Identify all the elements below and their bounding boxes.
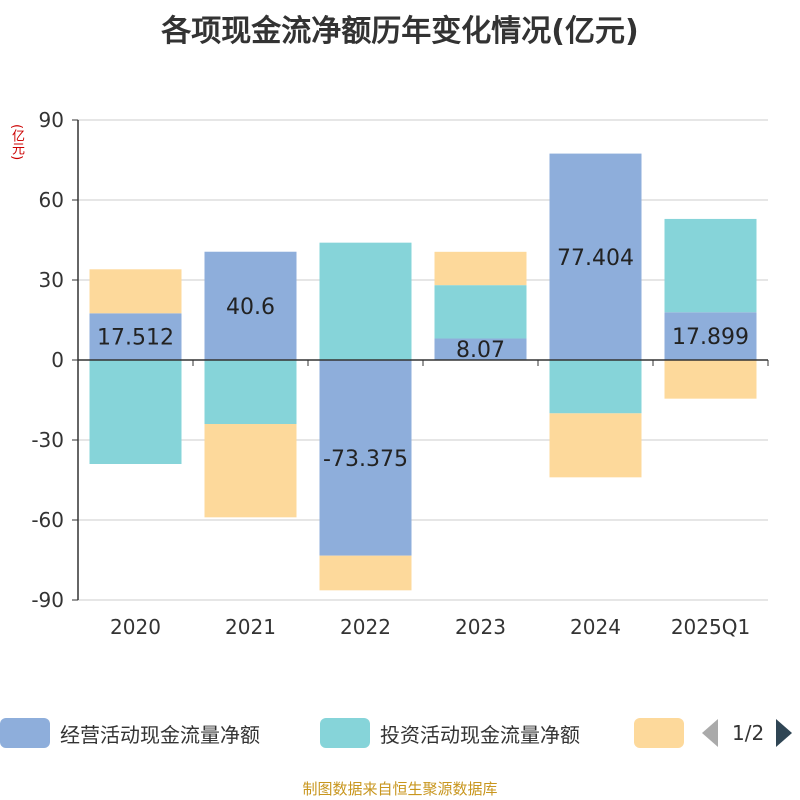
previous-page-icon[interactable]	[702, 719, 718, 747]
data-label: 77.404	[557, 246, 634, 271]
y-tick-label: -90	[31, 588, 64, 612]
legend: 经营活动现金流量净额 投资活动现金流量净额	[0, 716, 800, 750]
legend-swatch-investing	[320, 718, 370, 748]
next-page-icon[interactable]	[776, 719, 793, 747]
bar-series-2	[89, 269, 182, 314]
y-tick-label: -30	[31, 428, 64, 452]
bar-series-0	[89, 313, 182, 360]
bar-series-2	[434, 251, 527, 286]
bar-series-2	[319, 555, 412, 591]
data-label: 17.512	[97, 326, 174, 351]
bar-series-1	[434, 285, 527, 339]
legend-pager: 1/2	[702, 716, 793, 750]
bar-series-0	[664, 312, 757, 360]
data-label: -73.375	[323, 447, 408, 472]
y-tick-label: 30	[39, 268, 64, 292]
bar-series-2	[549, 413, 642, 478]
y-tick-label: 90	[39, 108, 64, 132]
bar-series-0	[549, 153, 642, 360]
bar-series-1	[319, 242, 412, 360]
data-source-note: 制图数据来自恒生聚源数据库	[302, 780, 498, 798]
chart-title: 各项现金流净额历年变化情况(亿元)	[161, 14, 639, 49]
x-category-label: 2023	[455, 615, 506, 639]
page-indicator: 1/2	[732, 721, 765, 745]
x-category-label: 2022	[340, 615, 391, 639]
legend-swatch-financing	[634, 718, 684, 748]
y-tick-label: 60	[39, 188, 64, 212]
bar-series-2	[204, 424, 297, 518]
bar-series-2	[664, 360, 757, 399]
legend-item-operating[interactable]: 经营活动现金流量净额	[0, 716, 260, 750]
y-tick-label: -60	[31, 508, 64, 532]
stacked-bar-chart: 90 60 30 0 -30 -60 -90 2020 2021 2022 2023 2024 2025…	[31, 108, 769, 639]
legend-label-investing: 投资活动现金流量净额	[380, 722, 580, 747]
x-category-label: 2024	[570, 615, 621, 639]
legend-swatch-operating	[0, 718, 50, 748]
x-category-label: 2021	[225, 615, 276, 639]
bar-series-0	[319, 360, 412, 556]
y-tick-label: 0	[51, 348, 64, 372]
x-category-label: 2020	[110, 615, 161, 639]
x-category-label: 2025Q1	[671, 615, 750, 639]
legend-item-financing[interactable]	[634, 716, 694, 750]
data-label: 17.899	[672, 325, 749, 350]
bar-series-0	[434, 338, 527, 360]
data-label: 8.07	[456, 338, 505, 363]
y-axis-unit: (亿元)	[9, 124, 24, 161]
bar-series-1	[549, 360, 642, 414]
bar-series-1	[204, 360, 297, 424]
legend-label-operating: 经营活动现金流量净额	[60, 722, 260, 747]
bar-series-1	[664, 218, 757, 313]
data-label: 40.6	[226, 295, 275, 320]
legend-item-investing[interactable]: 投资活动现金流量净额	[320, 716, 580, 750]
bar-series-0	[204, 251, 297, 360]
bar-series-1	[89, 360, 182, 464]
